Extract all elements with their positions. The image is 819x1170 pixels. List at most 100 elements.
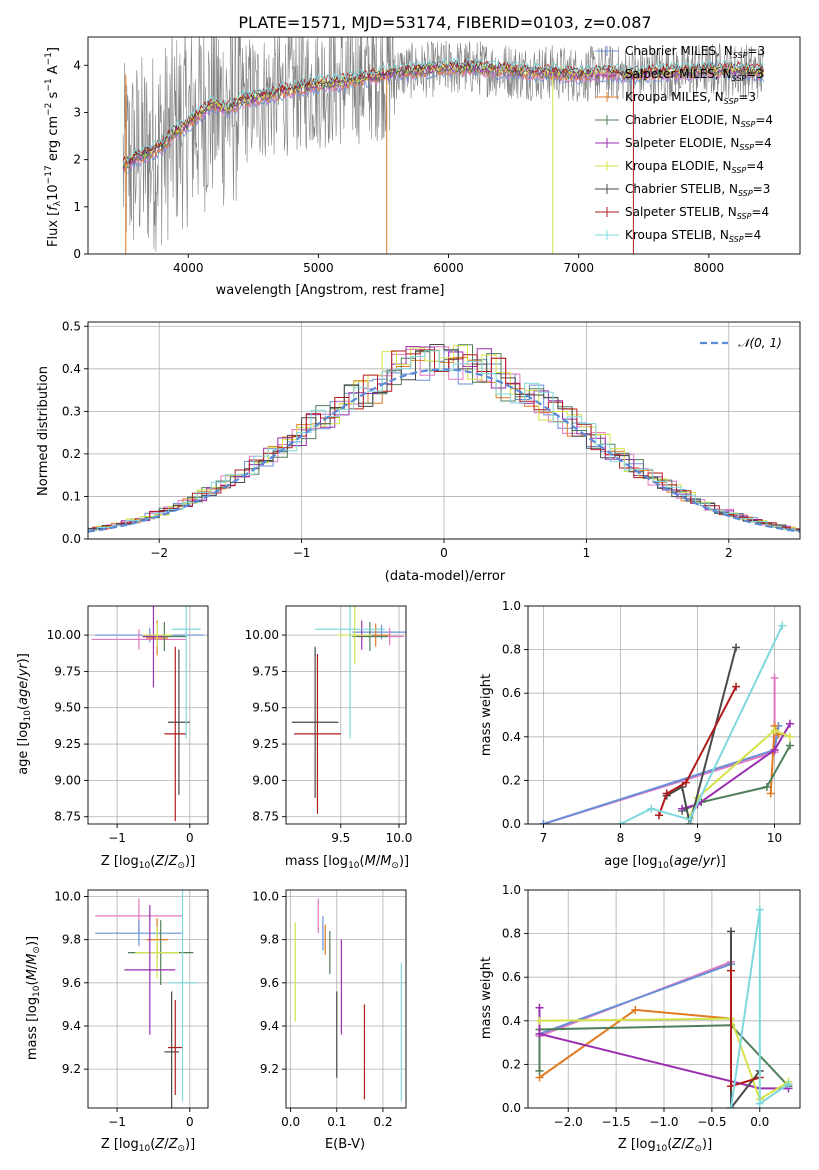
age-vs-mass-xlabel: mass [log10(M/M⊙)]	[285, 854, 409, 871]
spectrum-ylabel: Flux [fλ10−17 erg cm−2 s−1 A−1]	[44, 47, 63, 247]
legend-entry-kroupa-miles: Kroupa MILES, NSSP=3	[595, 90, 756, 106]
plot-area	[291, 606, 406, 814]
y-tick-label: 9.4	[62, 1019, 81, 1033]
y-tick-label: 9.2	[260, 1062, 279, 1076]
errorbar-salpeter-stelib	[294, 653, 341, 814]
x-tick-label: 1	[583, 546, 591, 560]
plot-area	[91, 606, 205, 822]
x-tick-label: 0	[440, 546, 448, 560]
residuals-panel: (data-model)/error Normed distribution −…	[36, 319, 801, 584]
errorbar-chabrier-miles	[95, 920, 183, 947]
figure-title: PLATE=1571, MJD=53174, FIBERID=0103, z=0…	[238, 13, 651, 32]
x-tick-label: 6000	[433, 261, 464, 275]
y-tick-label: 0.0	[62, 532, 81, 546]
y-tick-label: 10.0	[54, 889, 81, 903]
x-tick-label: 5000	[303, 261, 334, 275]
x-tick-label: 7000	[563, 261, 594, 275]
x-tick-label: −1.5	[602, 1115, 631, 1129]
y-tick-label: 2	[73, 153, 81, 167]
weight-line	[658, 686, 737, 816]
x-tick-label: 10.0	[386, 831, 413, 845]
y-tick-label: 3	[73, 105, 81, 119]
legend-label: Kroupa MILES, NSSP=3	[625, 90, 756, 106]
y-tick-label: 9.6	[260, 976, 279, 990]
y-tick-label: 0.8	[502, 643, 521, 657]
residuals-ylabel: Normed distribution	[36, 366, 51, 496]
legend-label: Chabrier STELIB, NSSP=3	[625, 182, 770, 198]
y-tick-label: 10.00	[245, 628, 279, 642]
axes-frame	[285, 605, 407, 825]
errorbar-kroupa-stelib	[171, 606, 201, 739]
weight-vs-Z-xlabel: Z [log10(Z/Z⊙)]	[618, 1137, 712, 1154]
plot-area	[122, 37, 764, 254]
x-tick-label: −1	[293, 546, 311, 560]
x-tick-label: 7	[540, 831, 548, 845]
y-tick-label: 9.2	[62, 1062, 81, 1076]
age-vs-mass-panel: mass [log10(M/M⊙)] 9.5 10.0 8.75 9.00 9.25 9.…	[245, 605, 413, 871]
axes-frame	[87, 36, 801, 255]
y-tick-label: 0.1	[62, 489, 81, 503]
plot-area	[539, 621, 794, 824]
y-tick-label: 4	[73, 58, 81, 72]
y-tick-label: 0.3	[62, 404, 81, 418]
y-tick-label: 9.6	[62, 976, 81, 990]
y-tick-label: 8.75	[54, 810, 81, 824]
plot-area	[95, 890, 198, 1108]
axes-frame	[527, 605, 801, 825]
x-tick-label: 0	[186, 831, 194, 845]
y-tick-label: 9.50	[252, 701, 279, 715]
y-tick-label: 9.75	[252, 664, 279, 678]
mass-weight-vs-age-panel: age [log10(age/yr)] mass weight 7 8 9 10 0.0…	[479, 599, 801, 871]
y-tick-label: 0.6	[502, 970, 521, 984]
y-tick-label: 1.0	[502, 599, 521, 613]
y-tick-label: 0.4	[502, 730, 521, 744]
weight-line	[666, 647, 737, 824]
x-tick-label: −1	[108, 1115, 126, 1129]
weight-series-kroupa-stelib	[727, 905, 793, 1108]
errorbar-chabrier-elodie	[352, 621, 388, 652]
y-tick-label: 1.0	[502, 883, 521, 897]
model-spectrum-kroupa-stelib	[122, 56, 764, 165]
x-tick-label: 2	[725, 546, 733, 560]
errorbar-chabrier-stelib	[291, 646, 339, 798]
errorbar-kroupa-elodie	[337, 606, 373, 665]
grid-lines	[286, 606, 406, 824]
errorbar-salpeter-elodie	[124, 905, 176, 1035]
x-tick-label: 0.0	[281, 1115, 300, 1129]
y-tick-label: 1	[73, 200, 81, 214]
y-tick-label: 9.00	[54, 773, 81, 787]
x-tick-label: −1.0	[649, 1115, 678, 1129]
x-tick-label: 0.0	[750, 1115, 769, 1129]
errorbar-chabrier-stelib	[164, 991, 179, 1108]
errorbar-salpeter-elodie	[142, 606, 165, 688]
weight-series-salpeter-elodie	[678, 719, 794, 813]
spectrum-legend: Chabrier MILES, NSSP=3 Salpeter MILES, NS…	[595, 44, 773, 244]
weight-vs-Z-ylabel: mass weight	[479, 957, 494, 1039]
y-tick-label: 0.2	[502, 1057, 521, 1071]
errorbar-kroupa-stelib	[168, 890, 198, 1102]
legend-entry-chabrier-miles: Chabrier MILES, NSSP=3	[595, 44, 765, 60]
legend-label: Salpeter ELODIE, NSSP=4	[625, 136, 772, 152]
age-vs-metallicity-panel: Z [log10(Z/Z⊙)] age [log10(age/yr)] −1 0 8…	[16, 605, 209, 871]
spectrum-xlabel: wavelength [Angstrom, rest frame]	[216, 283, 445, 298]
x-tick-label: −2.0	[554, 1115, 583, 1129]
y-tick-label: 0.5	[62, 319, 81, 333]
axes-frame	[285, 889, 407, 1109]
y-tick-label: 9.4	[260, 1019, 279, 1033]
legend-entry-salpeter-stelib: Salpeter STELIB, NSSP=4	[595, 205, 769, 221]
y-tick-label: 9.25	[252, 737, 279, 751]
residual-histogram-kroupa-stelib	[88, 350, 800, 532]
grid-lines	[88, 606, 208, 824]
normal-distribution-curve	[88, 368, 800, 533]
y-tick-label: 0.4	[62, 362, 81, 376]
x-tick-label: 4000	[173, 261, 204, 275]
x-tick-label: 9.5	[331, 831, 350, 845]
mass-vs-ebv-xlabel: E(B-V)	[325, 1137, 365, 1152]
y-tick-label: 8.75	[252, 810, 279, 824]
x-tick-label: −1	[108, 831, 126, 845]
spectrum-panel: wavelength [Angstrom, rest frame] Flux […	[44, 36, 801, 298]
x-tick-label: 0	[186, 1115, 194, 1129]
y-tick-label: 9.8	[62, 933, 81, 947]
